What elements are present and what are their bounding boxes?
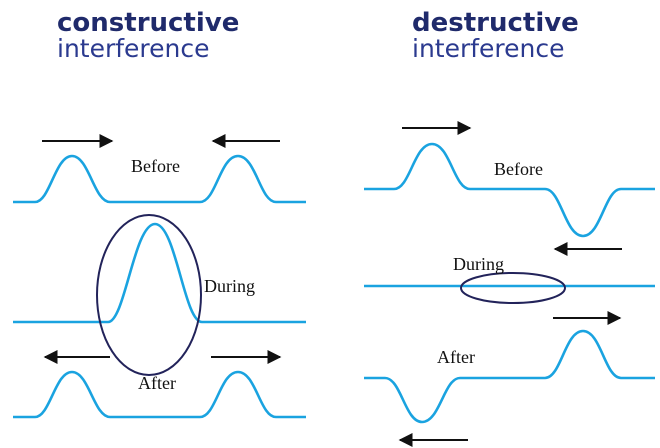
constructive-during-label: During (204, 276, 255, 296)
constructive-title-bold: constructive (57, 8, 240, 38)
constructive-panel: Before During After (13, 134, 306, 419)
constructive-title-subtitle: interference (57, 34, 210, 63)
constructive-after-label: After (138, 373, 176, 393)
destructive-after-wave (364, 329, 655, 424)
constructive-before-wave (13, 154, 306, 204)
constructive-before-label: Before (131, 156, 180, 176)
destructive-before-wave (364, 142, 655, 238)
destructive-title-bold: destructive (412, 8, 579, 38)
destructive-panel: Before During After (364, 121, 655, 447)
destructive-during-label: During (453, 254, 504, 274)
destructive-title: destructive interference (412, 10, 579, 61)
constructive-title: constructive interference (57, 10, 239, 61)
destructive-overlap-ellipse (460, 272, 566, 304)
destructive-after-label: After (437, 347, 475, 367)
destructive-before-label: Before (494, 159, 543, 179)
destructive-title-subtitle: interference (412, 34, 565, 63)
constructive-after-wave (13, 370, 306, 419)
constructive-overlap-ellipse (96, 214, 202, 376)
constructive-during-wave (13, 222, 306, 324)
